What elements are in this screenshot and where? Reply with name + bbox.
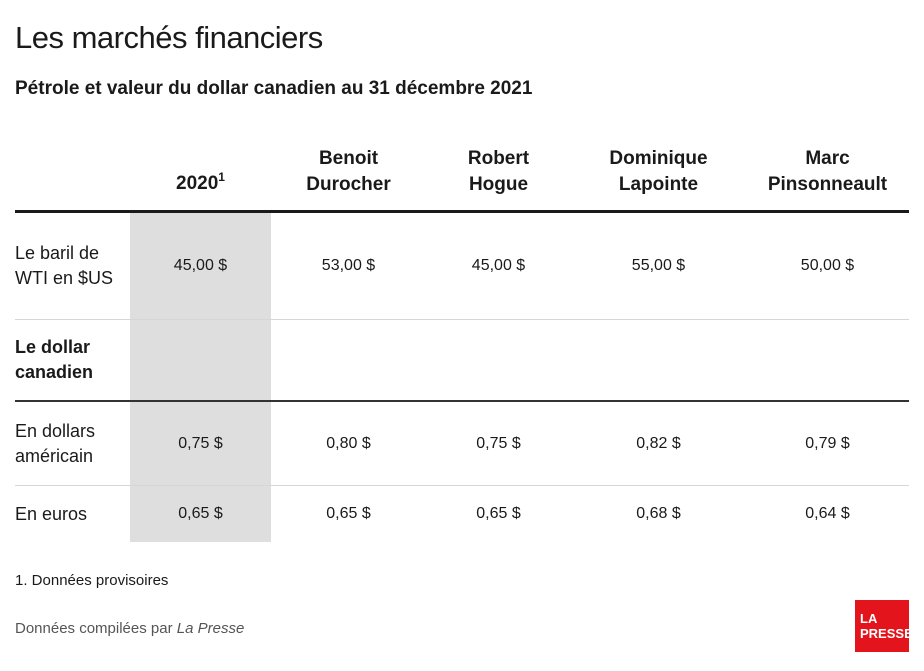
column-header-hogue: Robert Hogue: [467, 148, 530, 195]
section-divider: [15, 400, 909, 402]
column-header-lapointe: Dominique Lapointe: [609, 148, 708, 195]
page-subtitle: Pétrole et valeur du dollar canadien au …: [15, 78, 533, 99]
table-cell: 0,65 $: [326, 505, 371, 522]
la-presse-logo: LA PRESSE: [855, 600, 913, 652]
table-cell: 0,65 $: [476, 505, 521, 522]
column-header-pinsonneault: Marc Pinsonneault: [767, 148, 888, 195]
page-title: Les marchés financiers: [15, 20, 323, 55]
table-cell: 0,65 $: [178, 505, 223, 522]
source-credit: Données compilées par La Presse: [15, 620, 245, 637]
table-cell: 0,80 $: [326, 434, 371, 452]
table-cell: 0,75 $: [178, 434, 223, 452]
row-divider: [15, 485, 909, 486]
row-label-usd: En dollars américain: [15, 420, 96, 466]
table-cell: 0,68 $: [636, 505, 681, 522]
table-cell: 55,00 $: [631, 257, 686, 274]
row-divider: [15, 319, 909, 320]
header-divider: [15, 210, 909, 213]
footnote: 1. Données provisoires: [15, 572, 169, 589]
table-cell: 0,79 $: [805, 434, 850, 452]
column-header-durocher: Benoit Durocher: [306, 148, 391, 195]
highlight-column-2020: [130, 212, 271, 542]
table-cell: 50,00 $: [800, 257, 855, 274]
row-label-eur: En euros: [15, 503, 88, 524]
row-label-wti: Le baril de WTI en $US: [15, 243, 114, 288]
table-cell: 53,00 $: [321, 257, 376, 274]
footnote-marker: 1: [218, 170, 225, 184]
section-label-dollar-canadien: Le dollar canadien: [15, 337, 94, 382]
table-cell: 0,64 $: [805, 505, 850, 522]
data-table: 20201 Benoit Durocher Robert Hogue Dominiq…: [15, 130, 909, 542]
table-cell: 0,75 $: [476, 434, 521, 452]
table-cell: 0,82 $: [636, 434, 681, 452]
table-cell: 45,00 $: [173, 257, 228, 274]
table-cell: 45,00 $: [471, 257, 526, 274]
column-header-2020: 20201: [176, 170, 225, 194]
